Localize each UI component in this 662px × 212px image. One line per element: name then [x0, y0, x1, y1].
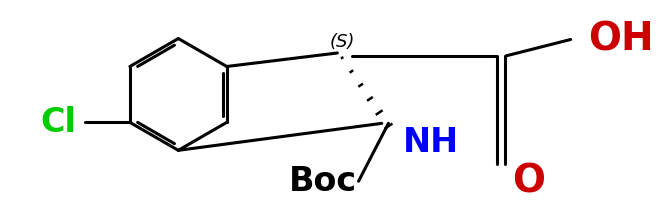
Text: Cl: Cl — [40, 106, 76, 139]
Text: OH: OH — [588, 21, 653, 59]
Text: Boc: Boc — [289, 165, 357, 198]
Text: (S): (S) — [330, 33, 355, 51]
Text: O: O — [512, 162, 545, 200]
Text: NH: NH — [403, 126, 459, 159]
